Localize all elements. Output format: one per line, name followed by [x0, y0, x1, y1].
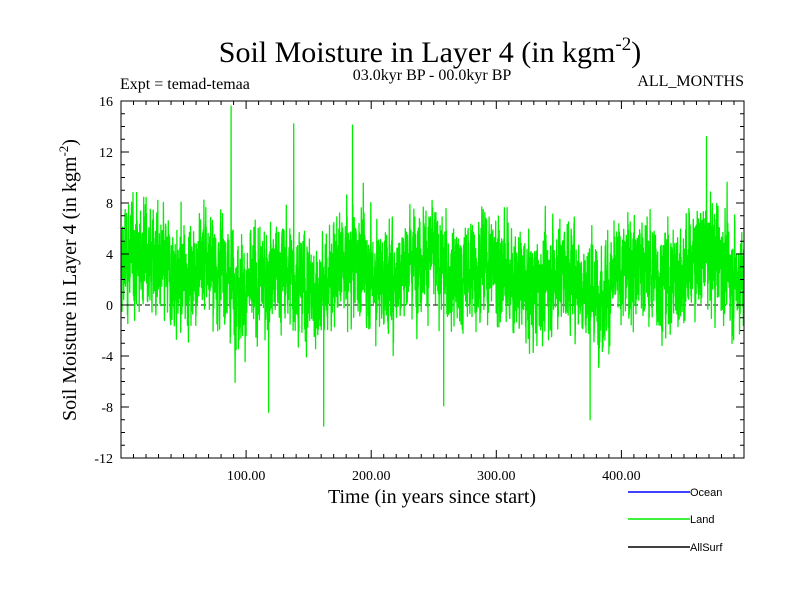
- y-tick-label: 4: [106, 248, 113, 263]
- y-axis-label: Soil Moisture in Layer 4 (in kgm-2): [56, 139, 81, 421]
- months-label: ALL_MONTHS: [637, 73, 744, 90]
- x-axis-label: Time (in years since start): [328, 486, 536, 508]
- x-tick-label: 300.00: [477, 469, 516, 484]
- axes: 100.00 200.00 300.00 400.00 -12 -8 -4 0 4 8 12 16: [94, 95, 745, 484]
- y-tick-label: -4: [101, 350, 113, 365]
- y-tick-label: 0: [106, 299, 113, 314]
- experiment-label: Expt = temad-temaa: [120, 76, 250, 93]
- chart-title: Soil Moisture in Layer 4 (in kgm-2): [219, 34, 641, 69]
- y-tick-label: 16: [99, 95, 113, 110]
- y-tick-label: 12: [99, 146, 113, 161]
- x-tick-label: 200.00: [352, 469, 391, 484]
- x-tick-label: 100.00: [227, 469, 266, 484]
- legend-land-label: Land: [690, 514, 714, 526]
- legend-allsurf-label: AllSurf: [690, 542, 723, 554]
- legend: Ocean Land AllSurf: [628, 487, 723, 554]
- legend-ocean-label: Ocean: [690, 487, 722, 499]
- series-land: [121, 105, 744, 427]
- y-tick-label: -12: [94, 452, 113, 467]
- y-tick-label: 8: [106, 197, 113, 212]
- y-tick-label: -8: [101, 401, 113, 416]
- x-tick-label: 400.00: [602, 469, 641, 484]
- land-series-line: [121, 105, 744, 427]
- time-range-label: 03.0kyr BP - 00.0kyr BP: [353, 67, 512, 84]
